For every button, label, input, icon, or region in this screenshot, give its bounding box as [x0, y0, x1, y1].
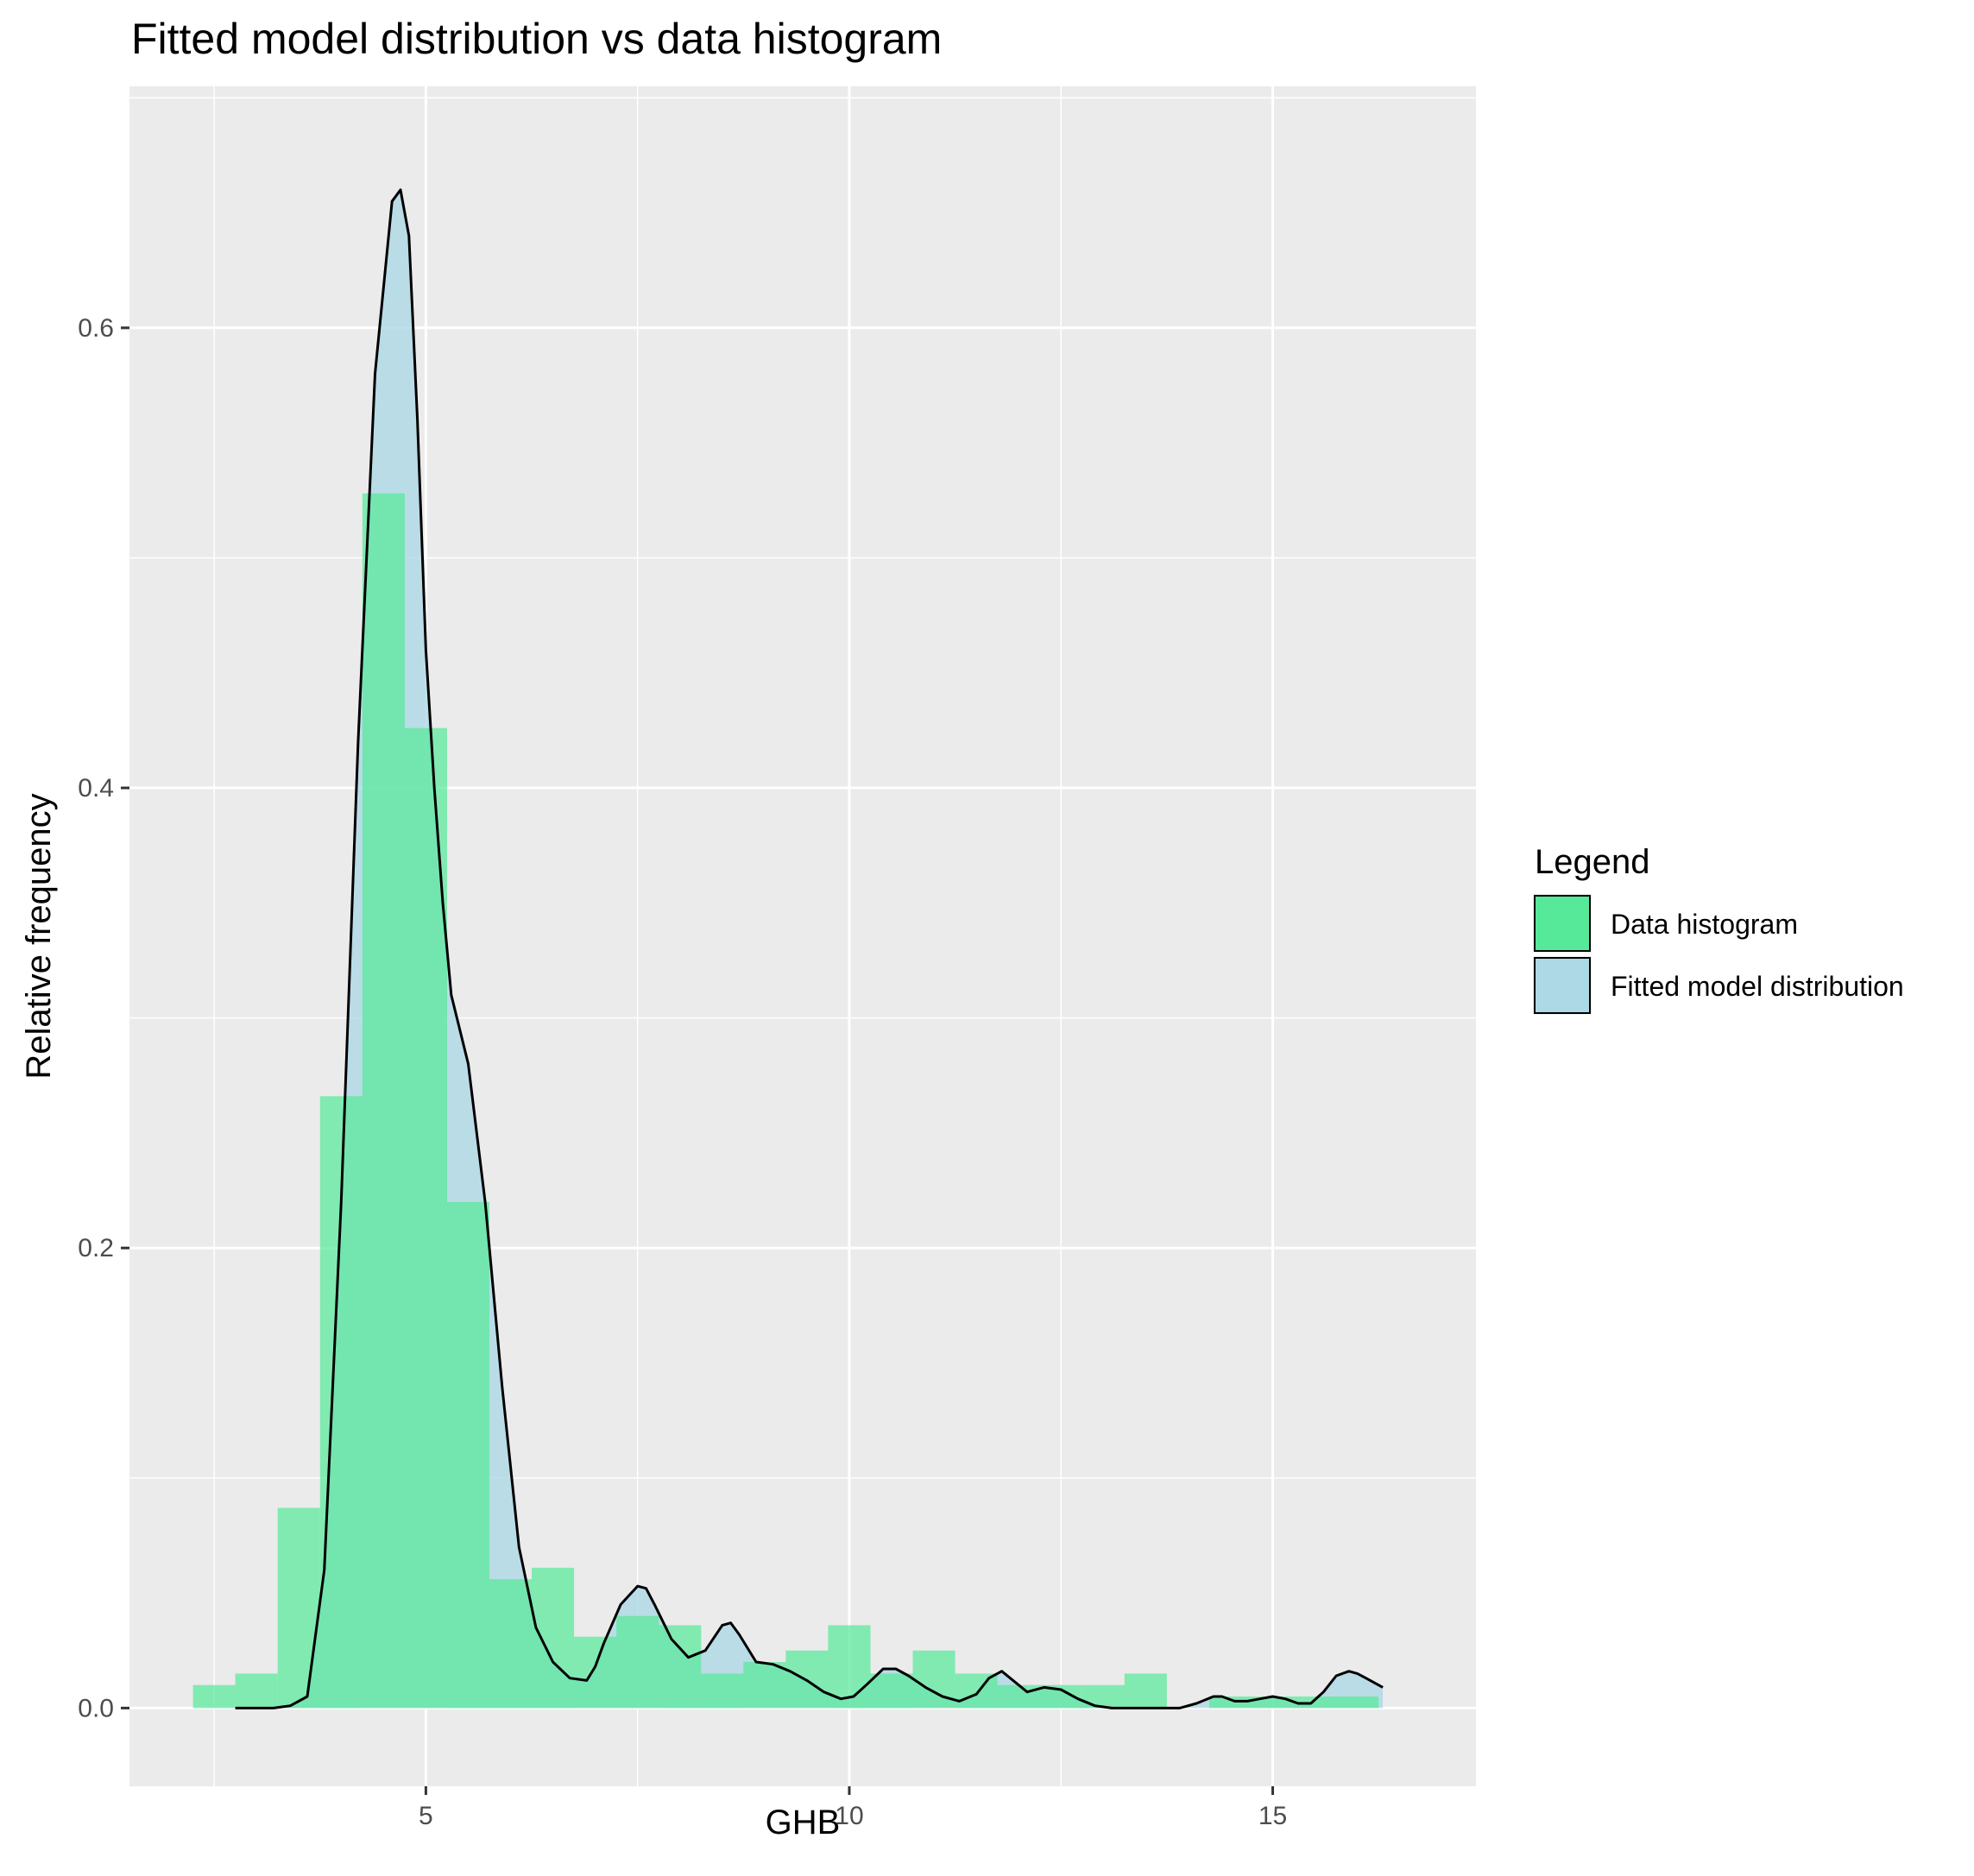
histogram-bar: [955, 1673, 998, 1709]
axes: 5 10 15 0.0 0.2 0.4 0.6: [78, 314, 1287, 1830]
y-tick-label: 0.0: [78, 1694, 114, 1722]
histogram-bar: [1082, 1684, 1125, 1709]
histogram-bar: [489, 1579, 533, 1709]
histogram-bar: [574, 1636, 617, 1709]
histogram-bar: [701, 1673, 744, 1709]
legend-swatch-fitted-model: [1534, 957, 1591, 1014]
histogram-bar: [828, 1625, 871, 1709]
legend-label-data-histogram: Data histogram: [1611, 909, 1798, 940]
legend-label-fitted-model: Fitted model distribution: [1611, 971, 1904, 1002]
legend-swatch-data-histogram: [1534, 895, 1591, 952]
legend-title: Legend: [1535, 843, 1649, 881]
histogram-bar: [743, 1662, 786, 1709]
legend-items: Data histogram Fitted model distribution: [1533, 894, 1904, 1015]
x-tick-label: 5: [419, 1802, 433, 1830]
histogram-bar: [1124, 1673, 1167, 1709]
histogram-bar: [870, 1673, 913, 1709]
fitted-density-line: [235, 188, 1384, 1709]
histogram-bar: [997, 1684, 1040, 1709]
histogram-bar: [532, 1567, 575, 1709]
y-tick-label: 0.2: [78, 1234, 114, 1262]
x-tick-label: 15: [1258, 1802, 1287, 1830]
histogram-bar: [616, 1615, 659, 1709]
y-axis-title: Relative frequency: [20, 793, 58, 1079]
histogram-bar: [362, 493, 405, 1709]
y-tick-label: 0.4: [78, 774, 114, 803]
x-tick-label: 10: [835, 1802, 863, 1830]
x-axis-title: GHB: [766, 1804, 841, 1841]
chart-title: Fitted model distribution vs data histog…: [131, 15, 942, 63]
data-histogram-series: [192, 493, 1379, 1709]
y-tick-label: 0.6: [78, 314, 114, 343]
histogram-bar: [235, 1673, 278, 1709]
histogram-bar: [446, 1201, 489, 1709]
legend: Legend Data histogram Fitted model distri…: [1533, 843, 1904, 1015]
histogram-bar: [1294, 1697, 1337, 1709]
histogram-bar: [277, 1508, 320, 1709]
histogram-bar: [192, 1684, 236, 1709]
histogram-bar: [1336, 1697, 1379, 1709]
histogram-bar: [659, 1625, 702, 1709]
histogram-bar: [1208, 1697, 1252, 1709]
histogram-bar: [404, 727, 447, 1709]
